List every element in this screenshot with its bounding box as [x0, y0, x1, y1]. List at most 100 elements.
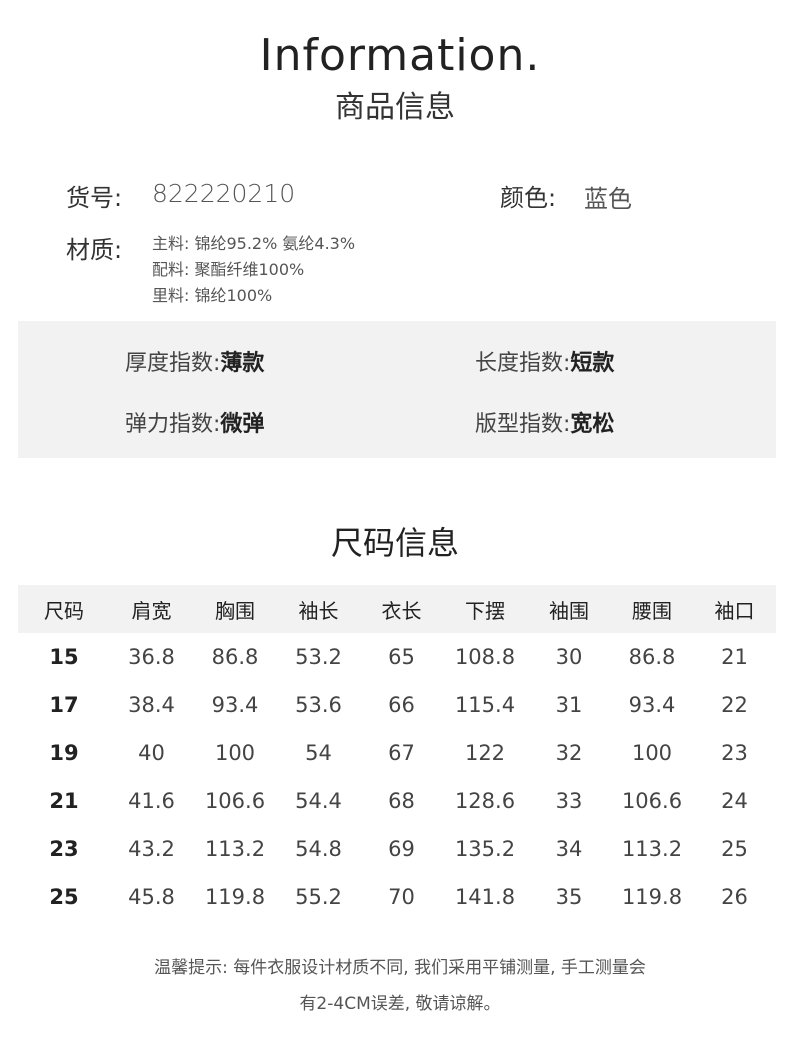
table-row: 19 40 100 54 67 122 32 100 23: [18, 729, 776, 777]
index-value: 宽松: [570, 412, 615, 437]
material-accessory: 配料: 聚酯纤维100%: [152, 260, 305, 279]
size-table-title: 尺码信息: [330, 524, 459, 562]
column-header: 衣长: [381, 598, 422, 623]
sku-value: 822220210: [152, 179, 296, 208]
table-cell: 23: [49, 837, 79, 861]
table-cell: 86.8: [211, 645, 259, 669]
table-cell: 15: [49, 645, 79, 669]
table-cell: 24: [721, 789, 748, 813]
table-cell: 68: [388, 789, 415, 813]
title-chinese: 商品信息: [335, 90, 455, 125]
table-row: 17 38.4 93.4 53.6 66 115.4 31 93.4 22: [18, 681, 776, 729]
color-label: 颜色:: [500, 184, 557, 212]
table-cell: 65: [388, 645, 415, 669]
table-cell: 135.2: [454, 837, 516, 861]
table-cell: 106.6: [204, 789, 266, 813]
table-cell: 55.2: [295, 885, 342, 909]
table-cell: 25: [49, 885, 79, 909]
column-header: 腰围: [632, 598, 672, 623]
table-cell: 26: [721, 885, 748, 909]
table-cell: 113.2: [204, 837, 266, 861]
table-cell: 54.4: [295, 789, 342, 813]
column-header: 袖口: [714, 598, 755, 623]
material-main: 主料: 锦纶95.2% 氨纶4.3%: [152, 234, 356, 253]
table-cell: 115.4: [454, 693, 516, 717]
table-cell: 66: [388, 693, 415, 717]
table-cell: 22: [721, 693, 748, 717]
table-cell: 100: [631, 741, 673, 765]
table-cell: 31: [555, 693, 583, 717]
table-cell: 41.6: [128, 789, 175, 813]
column-header: 胸围: [215, 598, 255, 623]
table-cell: 53.2: [295, 645, 342, 669]
sku-label: 货号:: [66, 184, 123, 212]
index-fit: 版型指数:宽松: [475, 406, 614, 438]
table-cell: 100: [214, 741, 256, 765]
table-cell: 36.8: [128, 645, 175, 669]
table-cell: 106.6: [621, 789, 683, 813]
table-cell: 119.8: [621, 885, 683, 909]
table-cell: 21: [721, 645, 748, 669]
table-cell: 53.6: [295, 693, 342, 717]
table-cell: 119.8: [204, 885, 266, 909]
note-line-1: 温馨提示: 每件衣服设计材质不同, 我们采用平铺测量, 手工测量会: [154, 958, 646, 978]
color-value: 蓝色: [584, 185, 632, 213]
material-lining: 里料: 锦纶100%: [152, 286, 273, 305]
column-header: 袖围: [549, 598, 589, 623]
table-row: 23 43.2 113.2 54.8 69 135.2 34 113.2 25: [18, 825, 776, 873]
material-list: 主料: 锦纶95.2% 氨纶4.3% 配料: 聚酯纤维100% 里料: 锦纶10…: [152, 231, 355, 309]
table-cell: 34: [555, 837, 583, 861]
index-value: 短款: [570, 351, 615, 376]
table-row: 15 36.8 86.8 53.2 65 108.8 30 86.8 21: [18, 633, 776, 681]
material-label: 材质:: [66, 236, 123, 264]
table-cell: 33: [555, 789, 583, 813]
column-header: 袖长: [298, 598, 339, 623]
index-elasticity: 弹力指数:微弹: [125, 406, 264, 438]
index-panel: [18, 321, 776, 458]
table-cell: 23: [721, 741, 748, 765]
table-cell: 25: [721, 837, 748, 861]
table-cell: 86.8: [628, 645, 676, 669]
table-cell: 122: [464, 741, 506, 765]
index-label: 厚度指数:: [125, 351, 221, 376]
index-label: 版型指数:: [475, 412, 571, 437]
table-cell: 45.8: [128, 885, 175, 909]
table-cell: 70: [388, 885, 415, 909]
index-length: 长度指数:短款: [475, 345, 614, 377]
table-cell: 93.4: [211, 693, 259, 717]
measurement-note: 温馨提示: 每件衣服设计材质不同, 我们采用平铺测量, 手工测量会 有2-4CM…: [0, 950, 790, 1022]
note-line-2: 有2-4CM误差, 敬请谅解。: [299, 994, 501, 1014]
table-cell: 54.8: [295, 837, 342, 861]
column-header: 尺码: [44, 598, 84, 623]
index-label: 长度指数:: [475, 351, 571, 376]
table-cell: 32: [555, 741, 583, 765]
column-header: 肩宽: [131, 598, 172, 623]
table-cell: 35: [555, 885, 583, 909]
index-thickness: 厚度指数:薄款: [125, 345, 264, 377]
table-cell: 108.8: [454, 645, 516, 669]
table-cell: 69: [388, 837, 415, 861]
table-row: 21 41.6 106.6 54.4 68 128.6 33 106.6 24: [18, 777, 776, 825]
table-cell: 17: [49, 693, 79, 717]
table-cell: 67: [388, 741, 415, 765]
table-cell: 113.2: [621, 837, 683, 861]
index-label: 弹力指数:: [125, 412, 221, 437]
table-header-row: 尺码 肩宽 胸围 袖长 衣长 下摆 袖围 腰围 袖口: [18, 585, 776, 633]
table-cell: 30: [555, 645, 583, 669]
title-english: Information.: [259, 30, 541, 81]
table-cell: 19: [49, 741, 79, 765]
table-cell: 93.4: [628, 693, 676, 717]
size-table: 尺码 肩宽 胸围 袖长 衣长 下摆 袖围 腰围 袖口 15 36.8 86.8 53.2 65 108.8 3…: [18, 585, 776, 921]
table-cell: 40: [138, 741, 165, 765]
column-header: 下摆: [465, 598, 505, 623]
index-value: 薄款: [220, 351, 265, 376]
table-cell: 43.2: [128, 837, 175, 861]
table-cell: 141.8: [454, 885, 516, 909]
table-cell: 128.6: [454, 789, 516, 813]
table-cell: 21: [49, 789, 79, 813]
index-value: 微弹: [220, 412, 265, 437]
table-row: 25 45.8 119.8 55.2 70 141.8 35 119.8 26: [18, 873, 776, 921]
table-cell: 54: [305, 741, 332, 765]
table-cell: 38.4: [128, 693, 175, 717]
